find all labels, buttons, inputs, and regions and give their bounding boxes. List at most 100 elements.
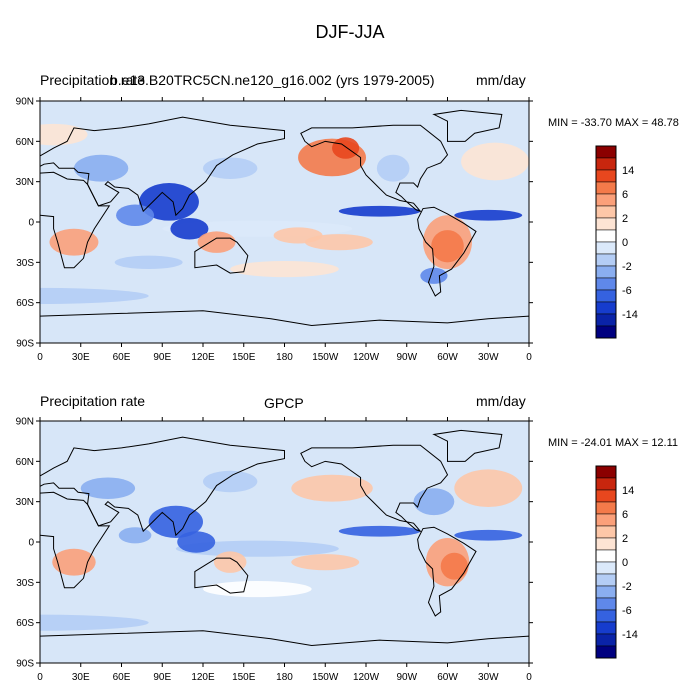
lon-tick-label: 30W (478, 352, 499, 363)
precip-anomaly-region (454, 209, 523, 221)
lat-tick-label: 30S (16, 578, 34, 589)
lat-tick-label: 90S (16, 339, 34, 350)
coastline (40, 171, 111, 269)
colorbar-box (595, 253, 617, 267)
lon-tick-label: 60E (113, 672, 131, 683)
precip-anomaly-region (461, 142, 529, 181)
precip-anomaly-region (203, 157, 258, 179)
panel2-left-label: Precipitation rate (40, 393, 146, 409)
precip-anomaly-region (49, 228, 99, 256)
colorbar-box (595, 489, 617, 503)
lon-tick-label: 0 (37, 352, 43, 363)
figure-title: DJF-JJA (315, 22, 385, 42)
precip-anomaly-region (52, 548, 96, 576)
colorbar-label: 14 (622, 165, 634, 177)
lat-tick-label: 90N (16, 417, 34, 428)
colorbar-frame (595, 145, 617, 339)
lon-tick-label: 180 (276, 352, 293, 363)
colorbar-box (595, 193, 617, 207)
colorbar-label: -6 (622, 605, 632, 617)
panel1-center-label: b.e13.B20TRC5CN.ne120_g16.002 (yrs 1979-… (110, 72, 435, 88)
precip-field-2 (40, 421, 529, 663)
precip-anomaly-region (80, 477, 136, 499)
coastlines-1 (40, 109, 529, 343)
coastline (417, 526, 477, 617)
lon-tick-label: 120W (353, 352, 380, 363)
coastline (40, 630, 529, 663)
lon-tick-label: 60W (437, 352, 458, 363)
colorbar-label: 6 (622, 509, 628, 521)
coastline (40, 310, 529, 343)
coastline (40, 116, 285, 217)
colorbar-box (595, 169, 617, 183)
colorbar-label: 0 (622, 557, 628, 569)
colorbar-2: 14 6 2 0 -2 -6 -14 (595, 465, 638, 659)
lon-tick-label: 150W (312, 672, 339, 683)
colorbar-box (595, 477, 617, 491)
lon-tick-label: 0 (526, 352, 532, 363)
precip-anomaly-region (170, 217, 209, 240)
precip-anomaly-region (73, 154, 129, 182)
lat-tick-label: 0 (28, 538, 34, 549)
precip-anomaly-region (431, 230, 464, 263)
precip-anomaly-region (40, 287, 149, 305)
colorbar-box (595, 645, 617, 659)
lon-tick-label: 180 (276, 672, 293, 683)
panel1-right-label: mm/day (476, 72, 526, 88)
coastline (40, 491, 111, 589)
panel1-minmax: MIN = -33.70 MAX = 48.78 (548, 117, 679, 129)
precip-anomaly-region (213, 551, 247, 573)
colorbar-box (595, 501, 617, 515)
panel2-center-label: GPCP (264, 395, 304, 411)
lon-tick-label: 150W (312, 352, 339, 363)
colorbar-box (595, 205, 617, 219)
colorbar-box (595, 145, 617, 159)
lon-tick-label: 0 (526, 672, 532, 683)
colorbar-label: 6 (622, 189, 628, 201)
colorbar-1: 14 6 2 0 -2 -6 -14 (595, 145, 638, 339)
colorbar-box (595, 525, 617, 539)
coastline (432, 109, 503, 142)
precip-anomaly-region (338, 205, 421, 217)
colorbar-label: 2 (622, 213, 628, 225)
precip-anomaly-region (40, 123, 88, 146)
precip-anomaly-region (291, 474, 373, 502)
precip-anomaly-region (197, 231, 236, 253)
colorbar-label: -14 (622, 629, 638, 641)
lon-tick-label: 120E (191, 352, 215, 363)
precip-anomaly-region (413, 488, 455, 516)
lat-tick-label: 30S (16, 258, 34, 269)
colorbar-box (595, 621, 617, 635)
lon-tick-label: 0 (37, 672, 43, 683)
colorbar-box (595, 549, 617, 563)
colorbar-box (595, 157, 617, 171)
lon-tick-label: 30W (478, 672, 499, 683)
lon-tick-label: 120W (353, 672, 380, 683)
colorbar-box (595, 513, 617, 527)
coastline (40, 436, 285, 537)
lon-tick-label: 150E (232, 672, 256, 683)
colorbar-box (595, 465, 617, 479)
lon-tick-label: 90E (153, 672, 171, 683)
colorbar-box (595, 573, 617, 587)
precip-anomaly-region (148, 505, 203, 538)
colorbar-box (595, 301, 617, 315)
colorbar-box (595, 633, 617, 647)
lon-tick-label: 90W (396, 352, 417, 363)
colorbar-frame (595, 465, 617, 659)
lat-tick-label: 60S (16, 298, 34, 309)
precip-anomaly-region (40, 614, 149, 631)
coastlines-2 (40, 429, 529, 663)
lat-tick-label: 60N (16, 457, 34, 468)
precip-anomaly-region (177, 531, 216, 553)
lat-tick-label: 90N (16, 97, 34, 108)
precip-anomaly-region (175, 540, 339, 557)
colorbar-box (595, 597, 617, 611)
precip-anomaly-region (454, 529, 523, 541)
colorbar-box (595, 561, 617, 575)
lon-tick-label: 90E (153, 352, 171, 363)
precip-anomaly-region (114, 255, 183, 270)
